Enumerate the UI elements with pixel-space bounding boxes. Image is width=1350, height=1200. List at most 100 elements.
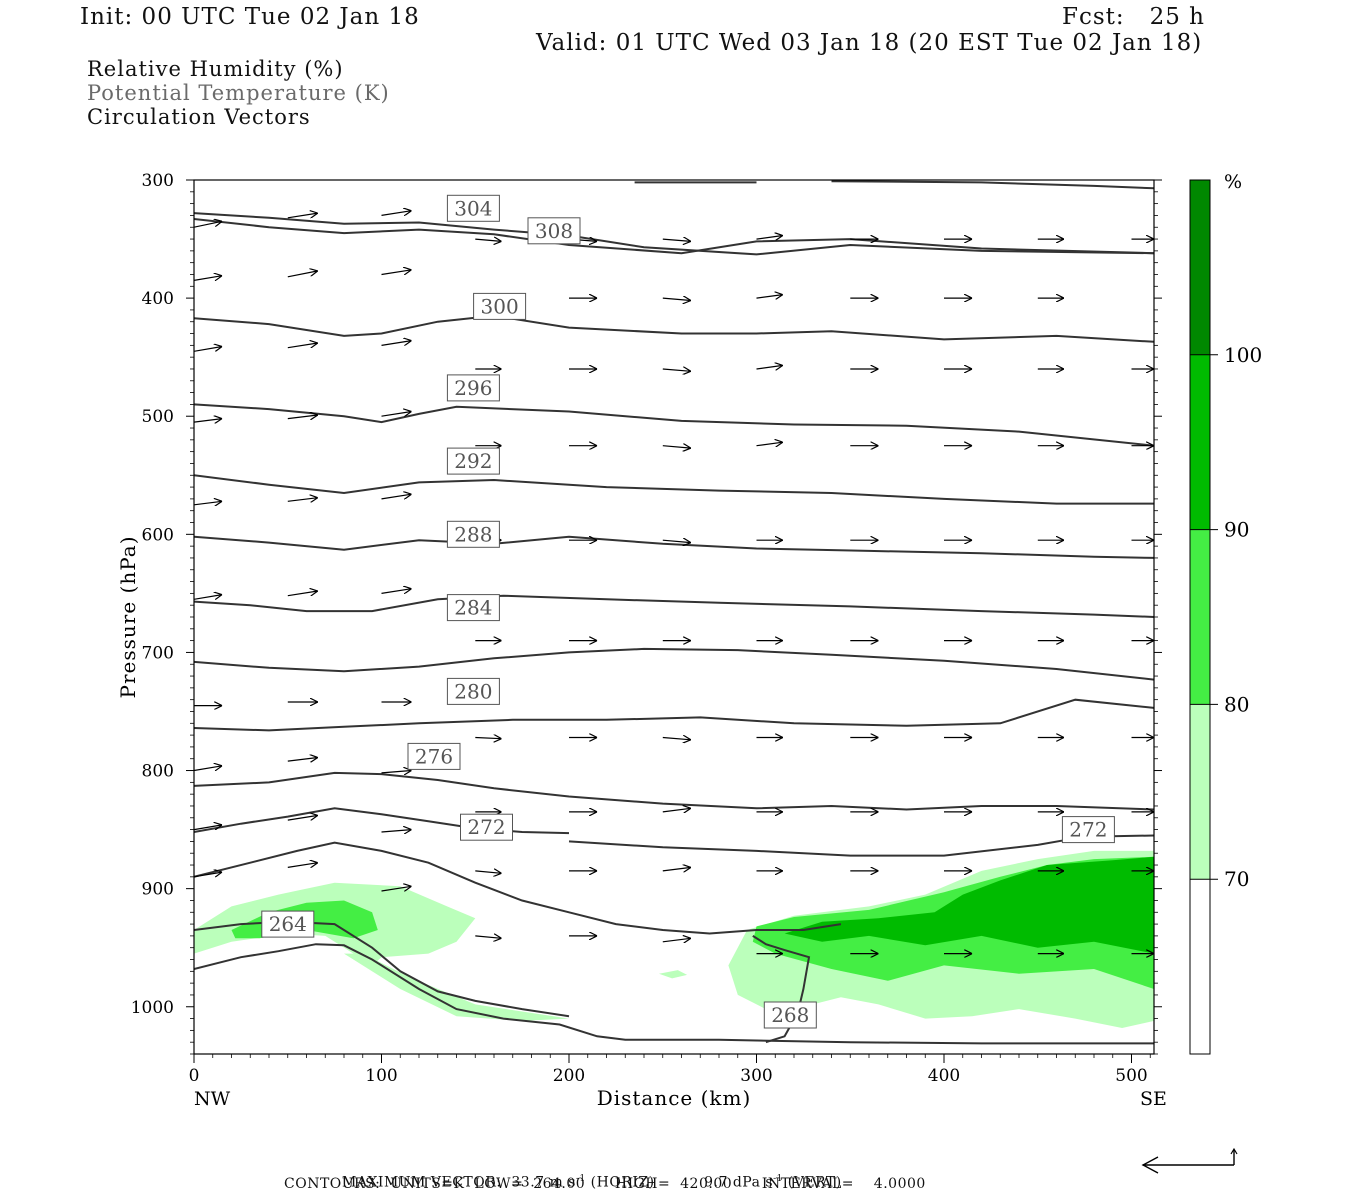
colorbar-tick-label: 70: [1224, 867, 1249, 891]
circulation-vector: [381, 589, 412, 594]
circulation-vector: [194, 276, 222, 281]
legend-potential-temperature: Potential Temperature (K): [87, 81, 390, 105]
x-tick-label: 200: [553, 1066, 585, 1086]
contour-label-300: 300: [481, 294, 519, 318]
y-tick-label: 900: [142, 880, 174, 900]
circulation-vector: [194, 872, 222, 878]
colorbar-segment: [1190, 879, 1210, 1054]
circulation-vector: [381, 341, 412, 346]
circulation-vector: [381, 412, 412, 417]
contour-label-272: 272: [1069, 818, 1107, 842]
contour-label-268: 268: [771, 1003, 809, 1027]
contour-label-box-264: [261, 910, 315, 938]
contours-info: CONTOURS: UNITS=K LOW= 264.00 HIGH= 420.…: [284, 1176, 926, 1192]
vert-exponent: -1: [773, 1174, 783, 1184]
circulation-vector: [475, 239, 501, 241]
circulation-vector: [194, 347, 222, 352]
contour-label-292: 292: [454, 449, 492, 473]
colorbar-unit: %: [1224, 171, 1242, 193]
theta-contour-308: [194, 218, 1154, 255]
y-tick-label: 300: [142, 171, 174, 191]
theta-contour-288: [194, 594, 1154, 618]
colorbar: 70 80 90 100: [1189, 179, 1262, 1055]
theta-contour-312: [194, 212, 1154, 256]
legend-relative-humidity: Relative Humidity (%): [87, 57, 344, 81]
y-axis-title: Pressure (hPa): [116, 536, 140, 699]
contour-label-272: 272: [467, 815, 505, 839]
circulation-vector: [287, 271, 318, 278]
rh-region-70: [659, 970, 688, 979]
circulation-vector: [194, 419, 222, 423]
circulation-vector: [475, 871, 501, 873]
contour-label-box-288: [446, 520, 500, 548]
circulation-vector: [475, 936, 501, 938]
contour-label-276: 276: [415, 744, 453, 768]
x-axis-title: Distance (km): [597, 1086, 752, 1110]
x-tick-label: 400: [928, 1066, 960, 1086]
contour-label-box-284: [446, 594, 500, 622]
circulation-vector: [662, 808, 691, 812]
max-vector-label: MAXIMUM VECTOR:: [342, 1174, 502, 1191]
circulation-vector: [287, 415, 318, 419]
contour-label-296: 296: [454, 376, 492, 400]
contour-label-280: 280: [454, 679, 492, 703]
y-tick-label: 400: [142, 289, 174, 309]
colorbar-segment: [1190, 354, 1210, 530]
circulation-vector: [662, 369, 691, 371]
contour-label-288: 288: [454, 522, 492, 546]
x-tick-label: 500: [1115, 1066, 1147, 1086]
horiz-exponent: -1: [575, 1174, 586, 1184]
x-tick-label: 100: [365, 1066, 397, 1086]
circulation-vector: [287, 498, 318, 502]
contour-label-308: 308: [535, 219, 573, 243]
circulation-vector: [194, 501, 222, 505]
colorbar-tick-label: 80: [1224, 692, 1249, 716]
contour-label-264: 264: [269, 912, 307, 936]
rh-shading: [194, 850, 1154, 1028]
rh-region-90: [784, 856, 1154, 954]
circulation-vector: [381, 771, 412, 773]
contour-label-box-272: [460, 813, 513, 841]
contour-label-box-304: [446, 194, 500, 222]
contour-label-box-296: [446, 374, 500, 402]
y-tick-label: 500: [142, 407, 174, 427]
circulation-vector: [662, 938, 691, 942]
circulation-vector: [287, 863, 318, 868]
circulation-vector: [475, 738, 501, 739]
theta-contour-268: [752, 935, 811, 1044]
contour-label-box-268: [763, 1001, 817, 1029]
contour-label-284: 284: [454, 596, 492, 620]
theta-contour-292: [194, 535, 1154, 559]
circulation-vector: [287, 815, 318, 821]
contour-label-box-292: [446, 447, 500, 475]
circulation-vector: [662, 540, 691, 542]
horiz-tag: (HORIZ): [590, 1174, 655, 1191]
contour-label-box-300: [473, 292, 527, 320]
circulation-vector: [756, 236, 783, 240]
circulation-vector: [756, 442, 783, 446]
se-end-label: SE: [1140, 1088, 1167, 1110]
circulation-vector: [287, 758, 318, 762]
colorbar-tick-label: 100: [1224, 343, 1262, 367]
ref-horizontal-arrowhead: [1141, 1156, 1159, 1174]
colorbar-tick-label: 90: [1224, 518, 1249, 542]
y-tick-label: 600: [142, 525, 174, 545]
theta-contour-280: [194, 698, 1154, 732]
contour-label-box-276: [407, 742, 461, 770]
theta-contours: [194, 180, 1154, 1045]
x-tick-label: 300: [740, 1066, 772, 1086]
circulation-vector: [194, 766, 222, 772]
theta-contour-296: [194, 474, 1154, 505]
circulation-vector: [756, 365, 783, 369]
rh-region-70: [344, 953, 569, 1021]
circulation-vector: [194, 595, 222, 600]
circulation-vector: [287, 213, 318, 219]
circulation-vector: [662, 239, 691, 241]
max-vector-line: MAXIMUM VECTOR: 33.7 m s-1 (HORIZ) 9.7 d…: [342, 1158, 842, 1191]
x-tick-label: 0: [189, 1066, 200, 1086]
circulation-vector: [287, 343, 318, 349]
circulation-vector: [662, 867, 691, 871]
circulation-vector: [381, 886, 412, 892]
contour-label-box-280: [446, 677, 500, 705]
